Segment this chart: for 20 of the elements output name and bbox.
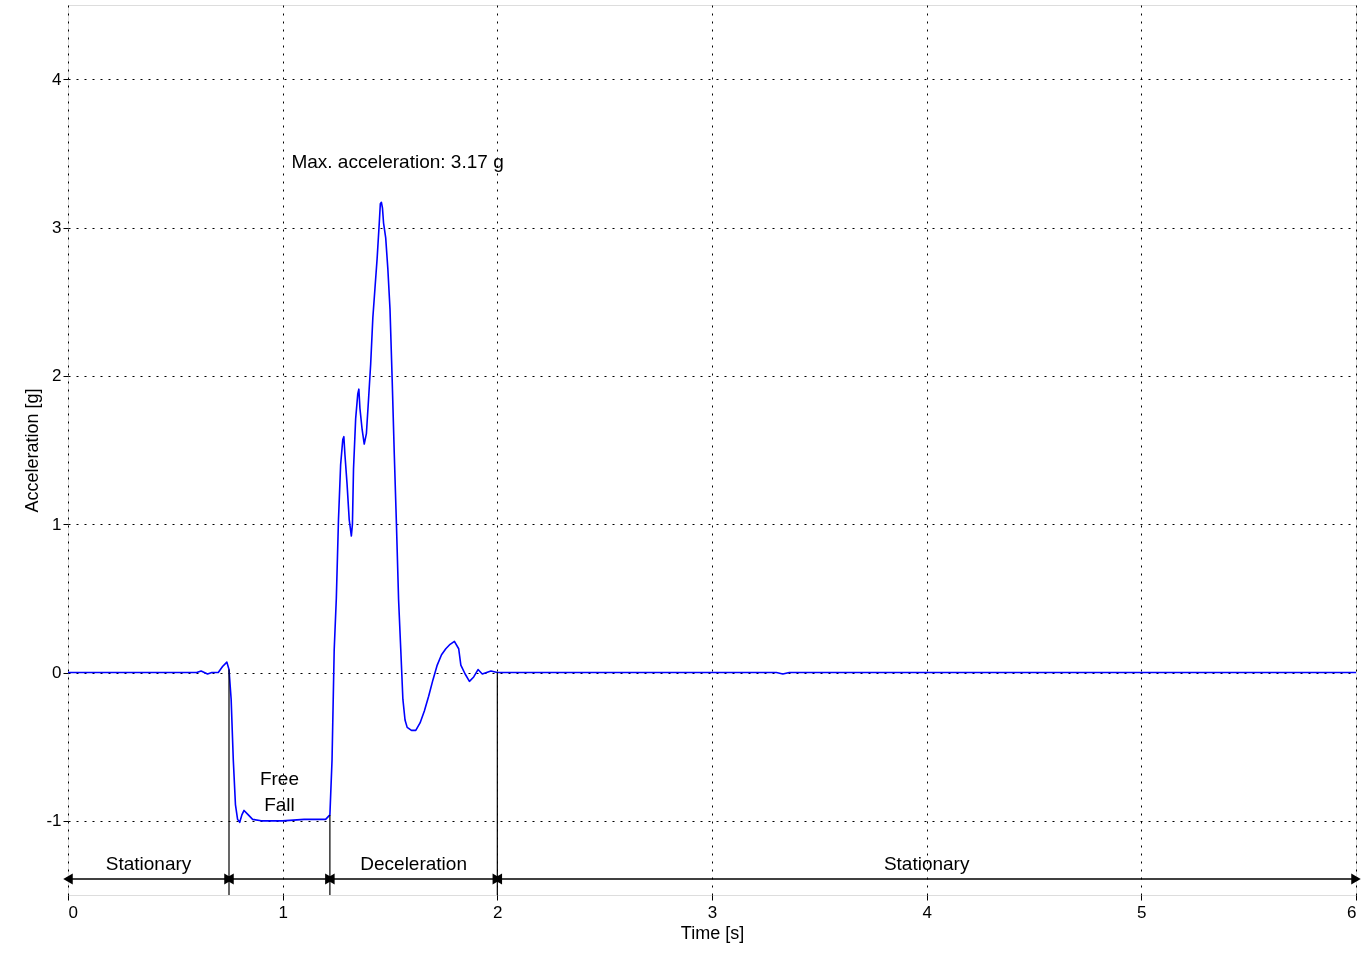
- annotation: Stationary: [883, 852, 970, 874]
- x-tick-label: 3: [707, 902, 718, 922]
- y-tick-label: 2: [52, 366, 62, 386]
- x-tick-label: 0: [68, 902, 78, 922]
- x-tick-label: 5: [1137, 902, 1147, 922]
- x-tick-label: 4: [922, 902, 932, 922]
- y-tick-label: 0: [52, 663, 62, 682]
- y-tick-label: 1: [52, 514, 62, 534]
- y-tick-label: -1: [46, 811, 62, 831]
- y-axis-title: Acceleration [g]: [22, 388, 43, 513]
- x-axis-title: Time [s]: [680, 922, 745, 943]
- x-tick-label: 6: [1347, 902, 1357, 922]
- annotation: Stationary: [105, 852, 192, 874]
- x-tick-label: 2: [493, 902, 503, 922]
- x-tick-label: 1: [278, 902, 288, 922]
- annotation: Free Fall: [259, 768, 299, 816]
- y-tick-label: 3: [52, 218, 62, 237]
- y-tick-label: 4: [52, 69, 62, 89]
- annotation: Deceleration: [360, 852, 467, 874]
- annotation: Max. acceleration: 3.17 g: [291, 151, 504, 173]
